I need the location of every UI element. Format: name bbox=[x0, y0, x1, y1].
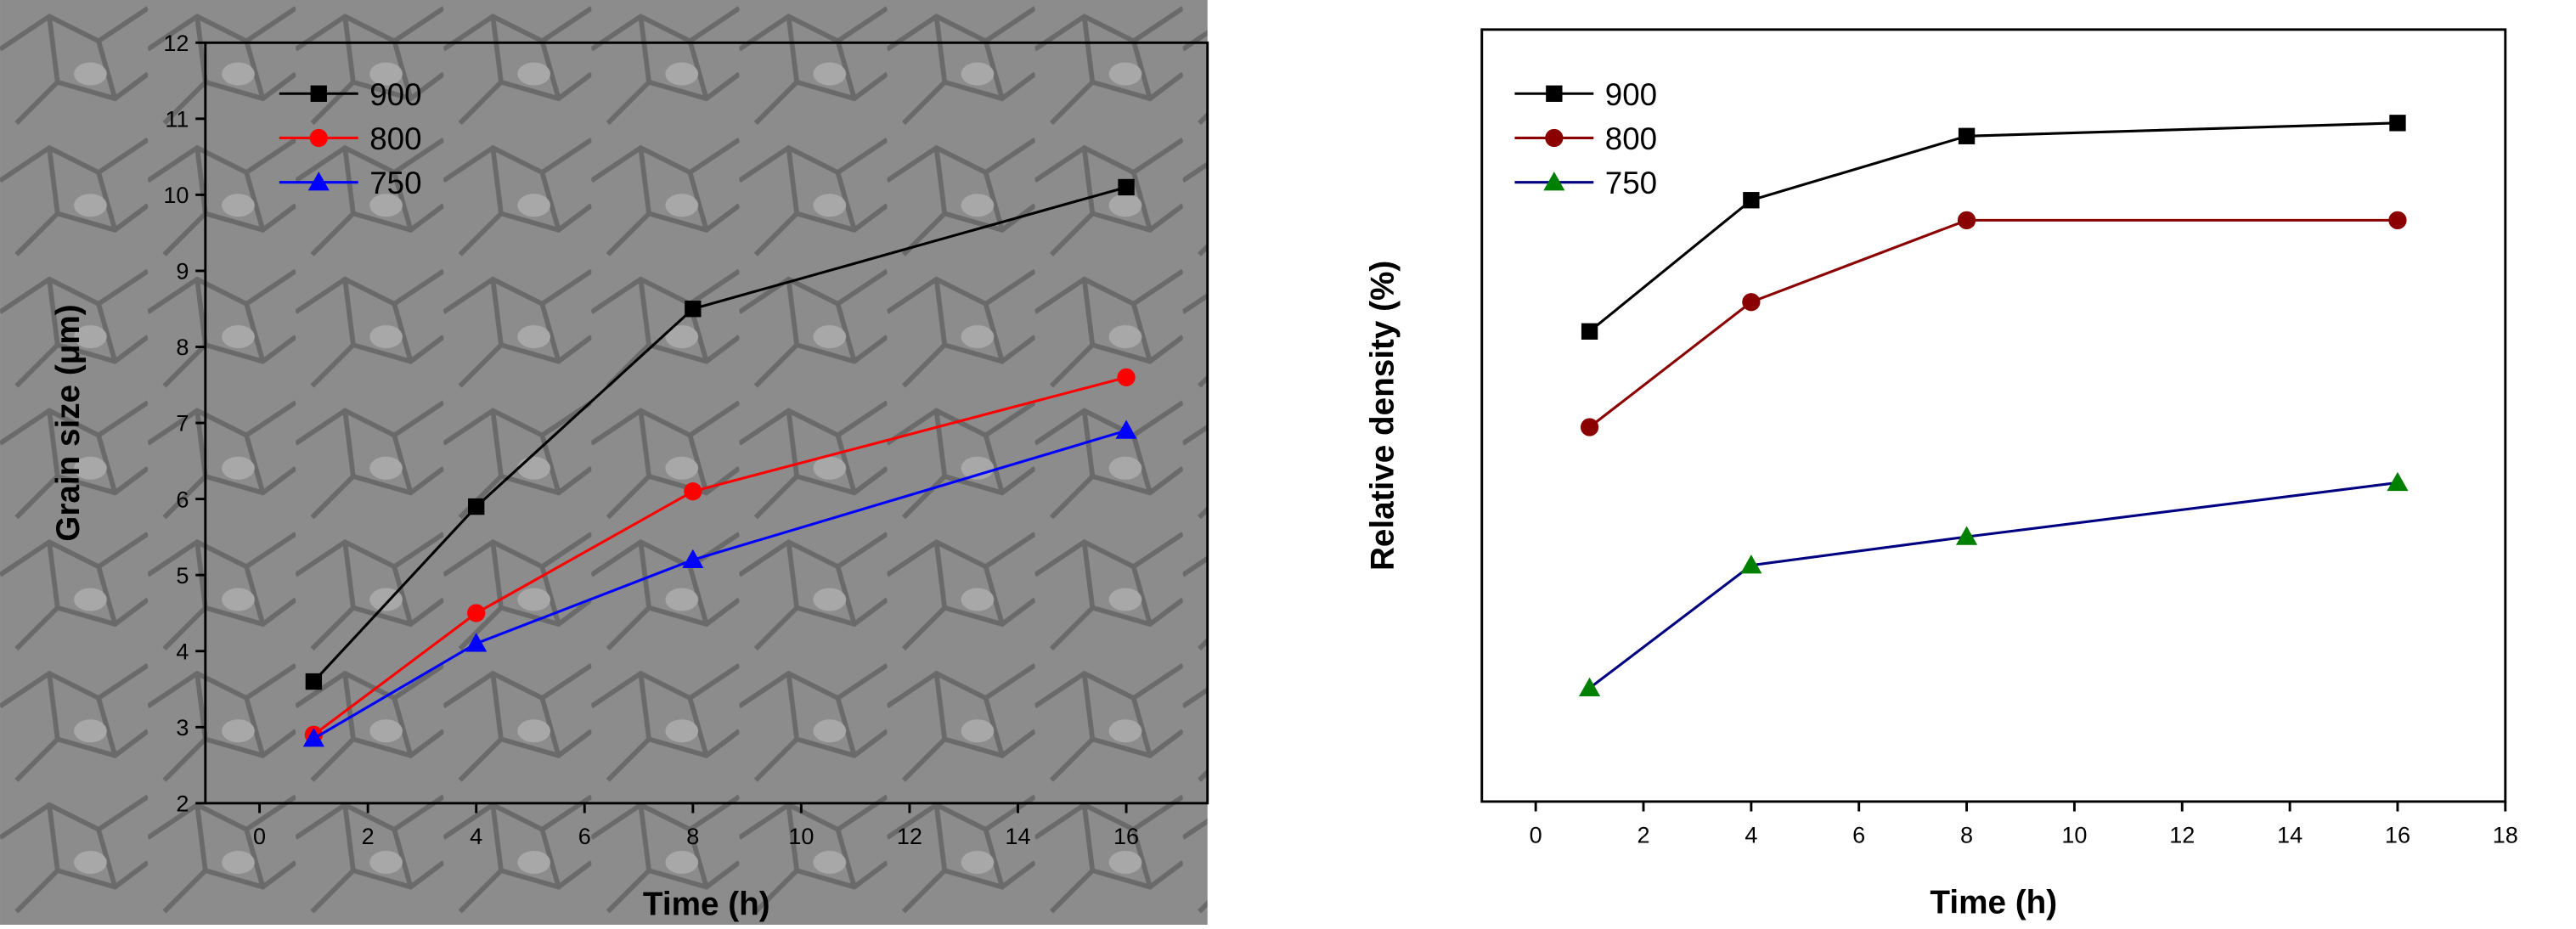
legend-label: 750 bbox=[1605, 166, 1657, 200]
marker bbox=[1955, 526, 1978, 545]
y-tick-label: 3 bbox=[176, 714, 189, 740]
marker bbox=[1581, 323, 1598, 340]
marker bbox=[302, 728, 324, 747]
legend-label: 900 bbox=[1605, 77, 1657, 112]
plot-frame bbox=[1480, 28, 2507, 803]
marker bbox=[2388, 211, 2407, 230]
marker bbox=[684, 482, 702, 501]
y-tick-label: 6 bbox=[176, 486, 189, 512]
marker bbox=[2387, 471, 2409, 492]
x-tick-label: 18 bbox=[2493, 821, 2518, 847]
legend-label: 900 bbox=[369, 77, 421, 112]
x-tick-label: 8 bbox=[1960, 821, 1973, 847]
y-tick-label: 12 bbox=[163, 30, 189, 56]
x-tick-label: 10 bbox=[788, 823, 814, 849]
marker bbox=[468, 498, 485, 515]
marker bbox=[2389, 115, 2406, 132]
marker bbox=[467, 604, 486, 622]
legend-label: 800 bbox=[369, 121, 421, 156]
series-line bbox=[1588, 481, 2398, 690]
x-tick-label: 16 bbox=[1113, 823, 1139, 849]
marker bbox=[1743, 192, 1760, 209]
y-tick-label: 11 bbox=[165, 106, 189, 132]
x-tick-label: 12 bbox=[2169, 821, 2195, 847]
y-tick-label: 4 bbox=[176, 638, 189, 664]
x-axis-label: Time (h) bbox=[643, 886, 770, 922]
x-tick-label: 6 bbox=[1852, 821, 1865, 847]
series-line bbox=[313, 185, 1127, 683]
x-tick-label: 8 bbox=[686, 823, 699, 849]
y-tick-label: 2 bbox=[176, 791, 189, 817]
x-tick-label: 4 bbox=[1745, 821, 1757, 847]
y-axis-label: Grain size (μm) bbox=[50, 304, 87, 541]
marker bbox=[1117, 368, 1136, 386]
y-tick-label: 9 bbox=[176, 258, 189, 284]
series-line bbox=[1588, 218, 2398, 429]
marker bbox=[682, 549, 704, 568]
legend-marker bbox=[307, 172, 330, 191]
marker bbox=[1118, 178, 1135, 196]
marker bbox=[1957, 211, 1976, 230]
legend-marker bbox=[310, 85, 327, 102]
x-tick-label: 14 bbox=[1005, 823, 1030, 849]
y-tick-label: 7 bbox=[176, 410, 189, 436]
legend-label: 800 bbox=[1605, 121, 1657, 156]
legend-marker bbox=[309, 128, 328, 148]
sem-background bbox=[0, 0, 1208, 925]
x-tick-label: 0 bbox=[253, 823, 266, 849]
x-tick-label: 6 bbox=[578, 823, 591, 849]
series-line bbox=[313, 375, 1127, 736]
x-tick-label: 10 bbox=[2061, 821, 2087, 847]
marker bbox=[1958, 127, 1976, 144]
x-tick-label: 12 bbox=[897, 823, 922, 849]
marker bbox=[1742, 293, 1761, 312]
x-tick-label: 4 bbox=[470, 823, 482, 849]
legend-marker bbox=[1543, 172, 1565, 191]
x-tick-label: 2 bbox=[1637, 821, 1649, 847]
x-tick-label: 0 bbox=[1530, 821, 1542, 847]
legend-label: 750 bbox=[369, 166, 421, 200]
marker bbox=[1740, 555, 1762, 574]
x-tick-label: 16 bbox=[2385, 821, 2410, 847]
series-line bbox=[1588, 121, 2398, 333]
y-tick-label: 10 bbox=[163, 182, 189, 208]
series-line bbox=[313, 429, 1127, 740]
marker bbox=[305, 673, 323, 690]
y-tick-label: 5 bbox=[176, 562, 189, 588]
x-tick-label: 2 bbox=[362, 823, 375, 849]
legend-marker bbox=[1546, 85, 1563, 102]
legend-marker bbox=[1545, 128, 1564, 148]
marker bbox=[1579, 677, 1601, 696]
y-axis-label: Relative density (%) bbox=[1364, 261, 1401, 571]
x-axis-label: Time (h) bbox=[1930, 884, 2057, 921]
marker bbox=[465, 633, 488, 652]
x-tick-label: 14 bbox=[2277, 821, 2303, 847]
y-tick-label: 8 bbox=[176, 334, 189, 360]
marker bbox=[1115, 419, 1137, 439]
marker bbox=[1580, 418, 1599, 436]
marker bbox=[685, 301, 702, 318]
